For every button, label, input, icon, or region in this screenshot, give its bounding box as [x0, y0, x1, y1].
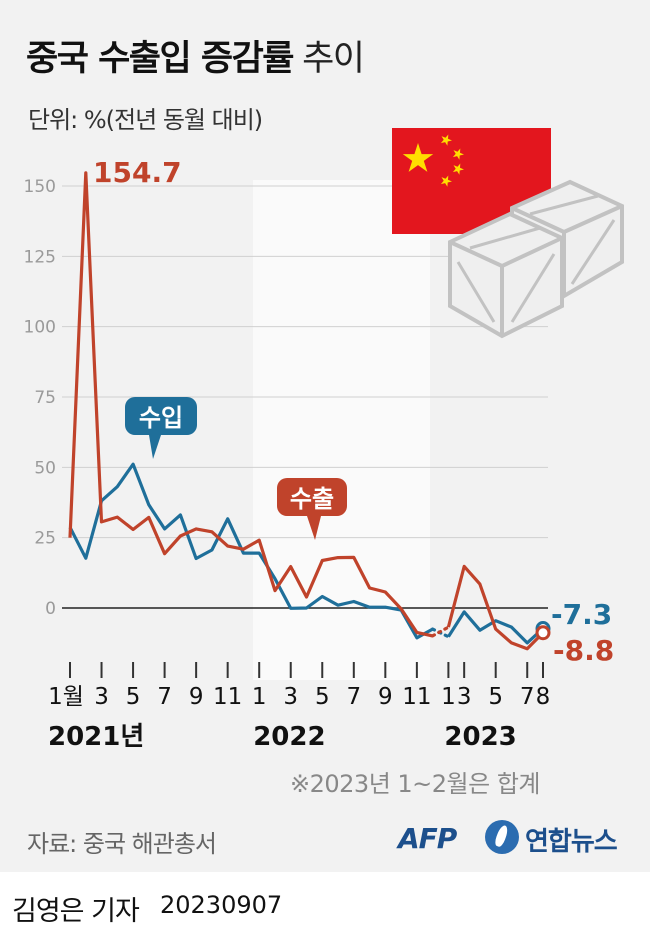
export-line-2023 — [446, 564, 545, 651]
afp-logo: AFP — [398, 822, 457, 855]
y-tick-label: 75 — [34, 388, 56, 408]
export-callout: 수출 — [277, 478, 347, 540]
y-tick-label: 125 — [24, 247, 56, 267]
x-tick-label: 3 — [283, 684, 298, 710]
x-tick-label: 9 — [378, 684, 393, 710]
title-main: 중국 수출입 증감률 — [26, 39, 294, 79]
y-tick-label: 50 — [34, 458, 56, 478]
export-line-dotted-bridge — [431, 625, 450, 638]
import-label: 수입 — [139, 404, 183, 432]
year-label: 2021년 — [48, 722, 144, 752]
unit-label: 단위: %(전년 동월 대비) — [28, 106, 263, 134]
y-tick-label: 25 — [34, 529, 56, 549]
x-tick-label: 1월 — [48, 684, 84, 710]
chart-title: 중국 수출입 증감률 추이 — [26, 30, 365, 81]
x-tick-label: 5 — [488, 684, 503, 710]
x-tick-label: 3 — [457, 684, 472, 710]
publish-date: 20230907 — [160, 891, 283, 919]
export-label: 수출 — [290, 485, 334, 513]
y-tick-label: 0 — [45, 599, 56, 619]
source-text: 자료: 중국 해관총서 — [27, 830, 217, 858]
import-line-2021-2022 — [68, 462, 434, 640]
footnote: ※2023년 1~2월은 합계 — [290, 770, 541, 798]
x-tick-label: 5 — [315, 684, 330, 710]
x-tick-label: 11 — [402, 684, 431, 710]
y-axis: 0 25 50 75 100 125 150 — [24, 177, 56, 619]
y-tick-label: 100 — [24, 318, 56, 338]
import-callout: 수입 — [125, 397, 197, 459]
x-tick-label: 3 — [94, 684, 109, 710]
last-import-label: -7.3 — [551, 598, 612, 631]
last-export-label: -8.8 — [553, 634, 614, 667]
reporter-name: 김영은 기자 — [12, 896, 140, 927]
series-lines — [68, 171, 551, 651]
credit-bar — [0, 872, 650, 935]
title-sub: 추이 — [302, 39, 365, 79]
yonhap-text: 연합뉴스 — [525, 827, 618, 857]
export-line-2021-2022 — [68, 171, 433, 638]
x-tick-label: 7 — [520, 684, 535, 710]
x-tick-label: 1 — [252, 684, 267, 710]
year-label: 2022 — [253, 722, 325, 752]
year-label: 2023 — [444, 722, 516, 752]
x-tick-label: 1 — [441, 684, 456, 710]
x-tick-label: 5 — [126, 684, 141, 710]
import-line-2023 — [447, 610, 545, 645]
x-tick-label: 8 — [536, 684, 551, 710]
x-tick-label: 9 — [189, 684, 204, 710]
y-tick-label: 150 — [24, 177, 56, 197]
yonhap-emblem-icon — [485, 820, 519, 854]
x-tick-label: 11 — [213, 684, 242, 710]
x-tick-label: 7 — [157, 684, 172, 710]
cargo-crate-icon — [448, 179, 624, 339]
peak-value-label: 154.7 — [93, 156, 182, 189]
export-line-end-marker — [535, 625, 551, 641]
x-tick-label: 7 — [346, 684, 361, 710]
year-2022-band — [253, 180, 430, 680]
